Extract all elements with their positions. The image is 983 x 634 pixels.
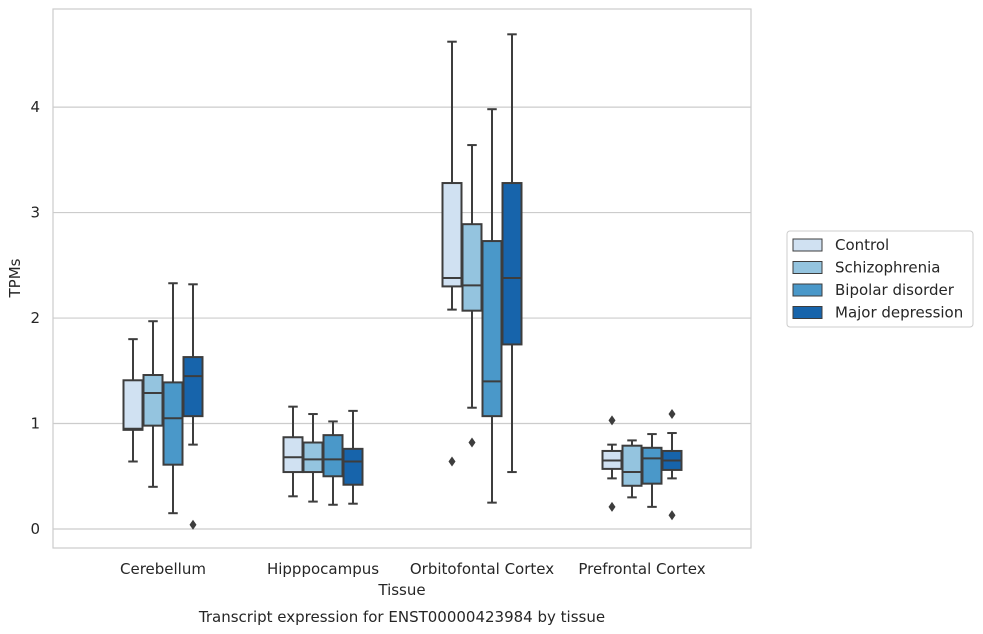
legend-swatch (792, 283, 823, 297)
box-iqr (641, 446, 663, 485)
box-bipolar-disorder (481, 108, 503, 504)
legend-swatch (792, 306, 823, 319)
box-bipolar-disorder (322, 420, 344, 506)
box-control (282, 405, 304, 498)
box-iqr (322, 434, 344, 478)
y-axis-ticks: 0 1 2 3 4 (30, 98, 40, 538)
legend-label: Schizophrenia (835, 259, 940, 277)
box-iqr (621, 444, 643, 487)
box-major-depression (182, 283, 204, 530)
box-iqr (162, 381, 184, 466)
box-iqr (122, 379, 144, 431)
box-bipolar-disorder (162, 282, 184, 515)
box-major-depression (501, 33, 523, 474)
box-bipolar-disorder (641, 433, 663, 508)
x-tick-label: Orbitofontal Cortex (410, 560, 554, 578)
x-tick-label: Cerebellum (120, 560, 206, 578)
box-iqr (182, 356, 204, 418)
y-tick-label: 3 (30, 204, 40, 222)
y-tick-label: 1 (30, 415, 40, 433)
legend-label: Major depression (835, 304, 963, 322)
box-control (122, 338, 144, 463)
chart-caption: Transcript expression for ENST0000042398… (198, 608, 605, 626)
box-control (601, 415, 623, 512)
y-axis-label: TPMs (6, 258, 24, 298)
legend-label: Bipolar disorder (835, 281, 955, 299)
legend-item: Schizophrenia (792, 259, 940, 277)
boxplots (122, 33, 683, 530)
box-iqr (501, 182, 523, 346)
plot-frame (52, 8, 752, 549)
legend-frame (786, 230, 974, 328)
legend-swatch (792, 261, 823, 274)
legend: Control Schizophrenia Bipolar disorder Majo… (786, 230, 974, 328)
box-iqr (461, 223, 483, 312)
x-axis-label: Tissue (377, 581, 425, 599)
box-control (441, 40, 463, 467)
box-iqr (481, 240, 503, 418)
legend-item: Control (792, 236, 889, 254)
box-major-depression (661, 409, 683, 521)
y-tick-label: 2 (30, 309, 40, 327)
box-schizophrenia (302, 413, 324, 503)
legend-item: Bipolar disorder (792, 281, 955, 299)
legend-swatch (792, 238, 823, 252)
outlier-point (608, 415, 616, 426)
box-iqr (302, 441, 324, 474)
x-tick-label: Hipppocampus (267, 560, 379, 578)
box-schizophrenia (461, 144, 483, 448)
y-tick-label: 0 (30, 520, 40, 538)
outlier-point (189, 519, 197, 530)
x-axis-ticks: Cerebellum Hipppocampus Orbitofontal Corte… (120, 560, 706, 578)
box-iqr (342, 447, 364, 486)
box-iqr (142, 374, 164, 427)
legend-item: Major depression (792, 304, 963, 322)
box-major-depression (342, 409, 364, 505)
outlier-point (448, 456, 456, 467)
box-schizophrenia (142, 320, 164, 488)
outlier-point (668, 409, 676, 420)
box-iqr (282, 436, 304, 474)
box-schizophrenia (621, 439, 643, 499)
outlier-point (468, 437, 476, 448)
legend-label: Control (835, 236, 889, 254)
x-tick-label: Prefrontal Cortex (578, 560, 705, 578)
box-iqr (441, 182, 463, 288)
y-tick-label: 4 (30, 98, 40, 116)
outlier-point (668, 510, 676, 521)
outlier-point (608, 501, 616, 512)
